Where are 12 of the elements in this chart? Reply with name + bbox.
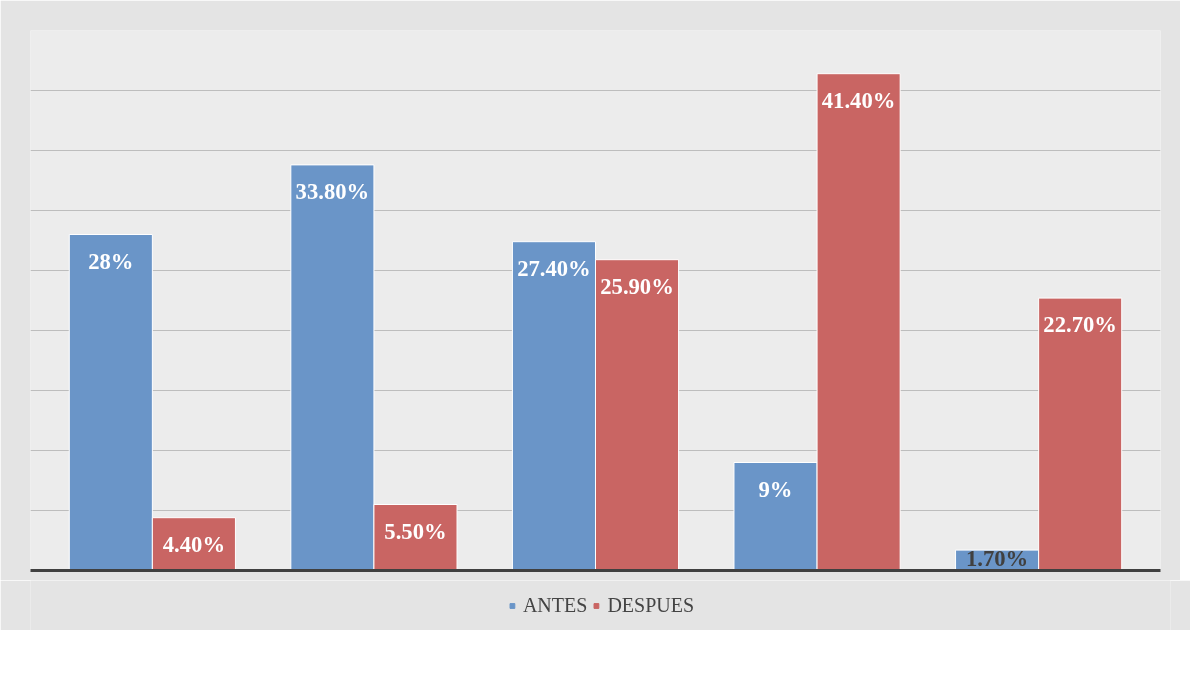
data-label: 1.70% (965, 546, 1029, 572)
data-label: 4.40% (162, 531, 226, 557)
data-label: 33.80% (295, 178, 370, 204)
data-label: 22.70% (1043, 312, 1118, 338)
data-label: 5.50% (384, 518, 447, 544)
data-label: 27.40% (517, 255, 591, 281)
data-label: 9% (758, 476, 793, 502)
data-label: 28% (88, 248, 134, 274)
data-label: 41.40% (821, 87, 896, 113)
legend-label: DESPUES (607, 593, 695, 617)
legend-label: ANTES (522, 593, 588, 617)
data-label: 25.90% (600, 273, 674, 299)
